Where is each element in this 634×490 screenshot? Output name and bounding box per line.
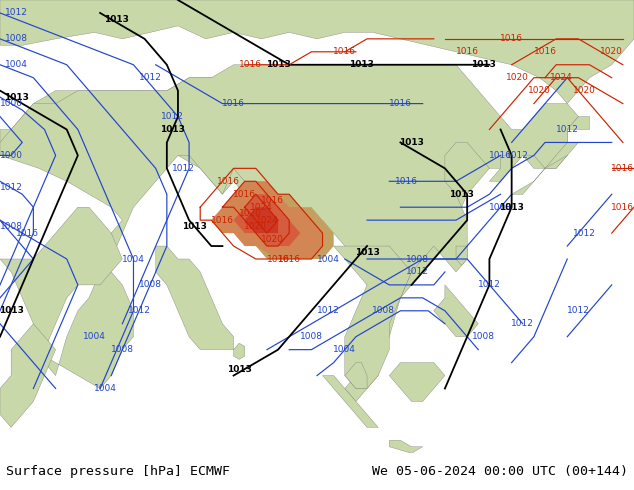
- Polygon shape: [156, 246, 233, 350]
- Polygon shape: [434, 285, 478, 337]
- Text: 1004: 1004: [94, 384, 117, 393]
- Polygon shape: [333, 246, 411, 389]
- Polygon shape: [389, 441, 423, 453]
- Text: 1012: 1012: [172, 164, 195, 173]
- Text: 1008: 1008: [139, 280, 162, 290]
- Text: 1016: 1016: [500, 34, 523, 43]
- Text: 1013: 1013: [472, 60, 496, 69]
- Text: 1008: 1008: [111, 345, 134, 354]
- Polygon shape: [0, 324, 56, 427]
- Text: 1012: 1012: [0, 183, 23, 192]
- Text: 1013: 1013: [354, 248, 380, 257]
- Text: 1012: 1012: [556, 125, 579, 134]
- Text: 1012: 1012: [512, 319, 534, 328]
- Text: 1020: 1020: [506, 73, 529, 82]
- Text: 1008: 1008: [5, 34, 28, 43]
- Text: 1000: 1000: [0, 99, 23, 108]
- Text: 1016: 1016: [389, 99, 412, 108]
- Text: 1008: 1008: [489, 203, 512, 212]
- Text: We 05-06-2024 00:00 UTC (00+144): We 05-06-2024 00:00 UTC (00+144): [372, 465, 628, 478]
- Polygon shape: [233, 194, 301, 246]
- Text: 1013: 1013: [349, 60, 374, 69]
- Polygon shape: [245, 207, 278, 233]
- Text: 1016: 1016: [222, 99, 245, 108]
- Text: 1016: 1016: [233, 190, 256, 199]
- Text: 1004: 1004: [83, 332, 106, 341]
- Polygon shape: [0, 78, 567, 298]
- Text: 1020: 1020: [528, 86, 551, 95]
- Text: 1004: 1004: [333, 345, 356, 354]
- Text: 1012: 1012: [161, 112, 184, 121]
- Polygon shape: [0, 0, 634, 103]
- Text: 1013: 1013: [266, 60, 290, 69]
- Text: 1016: 1016: [534, 48, 557, 56]
- Text: 1016: 1016: [611, 164, 634, 173]
- Text: 1020: 1020: [239, 209, 262, 218]
- Polygon shape: [0, 65, 578, 401]
- Polygon shape: [489, 155, 512, 181]
- Text: 1013: 1013: [399, 138, 424, 147]
- Text: 1012: 1012: [5, 8, 28, 18]
- Polygon shape: [456, 246, 467, 266]
- Text: 1024: 1024: [256, 216, 278, 224]
- Text: 1013: 1013: [449, 190, 474, 199]
- Text: 1016: 1016: [239, 60, 262, 69]
- Polygon shape: [512, 143, 578, 194]
- Text: 1016: 1016: [261, 196, 284, 205]
- Text: 1016: 1016: [211, 216, 234, 224]
- Text: 1024: 1024: [250, 203, 273, 212]
- Polygon shape: [389, 363, 445, 401]
- Text: 1013: 1013: [182, 222, 207, 231]
- Text: Surface pressure [hPa] ECMWF: Surface pressure [hPa] ECMWF: [6, 465, 230, 478]
- Text: 1020: 1020: [261, 235, 284, 244]
- Text: 1008: 1008: [0, 222, 23, 231]
- Text: 1000: 1000: [0, 151, 23, 160]
- Polygon shape: [345, 363, 367, 389]
- Polygon shape: [211, 181, 323, 259]
- Text: 1004: 1004: [5, 60, 28, 69]
- Polygon shape: [0, 207, 122, 350]
- Text: 1020: 1020: [600, 48, 623, 56]
- Text: 1013: 1013: [0, 306, 23, 315]
- Text: 1008: 1008: [406, 254, 429, 264]
- Text: 1020: 1020: [573, 86, 595, 95]
- Text: 1012: 1012: [506, 151, 529, 160]
- Text: 1004: 1004: [122, 254, 145, 264]
- Text: 1013: 1013: [499, 203, 524, 212]
- Text: 1012: 1012: [478, 280, 501, 290]
- Text: 1013: 1013: [4, 93, 29, 101]
- Text: 1016: 1016: [611, 203, 634, 212]
- Polygon shape: [211, 181, 333, 259]
- Text: 1012: 1012: [317, 306, 340, 315]
- Polygon shape: [323, 375, 378, 427]
- Text: 1016: 1016: [16, 229, 39, 238]
- Text: 1008: 1008: [472, 332, 495, 341]
- Text: 1016: 1016: [333, 48, 356, 56]
- Text: 1013: 1013: [105, 15, 129, 24]
- Text: 1016: 1016: [266, 254, 290, 264]
- Text: 1016: 1016: [489, 151, 512, 160]
- Text: 1008: 1008: [372, 306, 395, 315]
- Text: 1013: 1013: [227, 365, 252, 373]
- Text: 1012: 1012: [127, 306, 150, 315]
- Text: 1020: 1020: [244, 222, 268, 231]
- Text: 1004: 1004: [317, 254, 340, 264]
- Polygon shape: [567, 117, 590, 129]
- Text: 1016: 1016: [456, 48, 479, 56]
- Text: 1024: 1024: [550, 73, 573, 82]
- Text: 1012: 1012: [406, 268, 429, 276]
- Text: 1012: 1012: [567, 306, 590, 315]
- Text: 1013: 1013: [160, 125, 185, 134]
- Text: 1008: 1008: [300, 332, 323, 341]
- Text: 1016: 1016: [394, 177, 417, 186]
- Text: 1012: 1012: [573, 229, 595, 238]
- Polygon shape: [233, 343, 245, 359]
- Text: 1016: 1016: [217, 177, 240, 186]
- Text: 1012: 1012: [139, 73, 162, 82]
- Text: 1016: 1016: [278, 254, 301, 264]
